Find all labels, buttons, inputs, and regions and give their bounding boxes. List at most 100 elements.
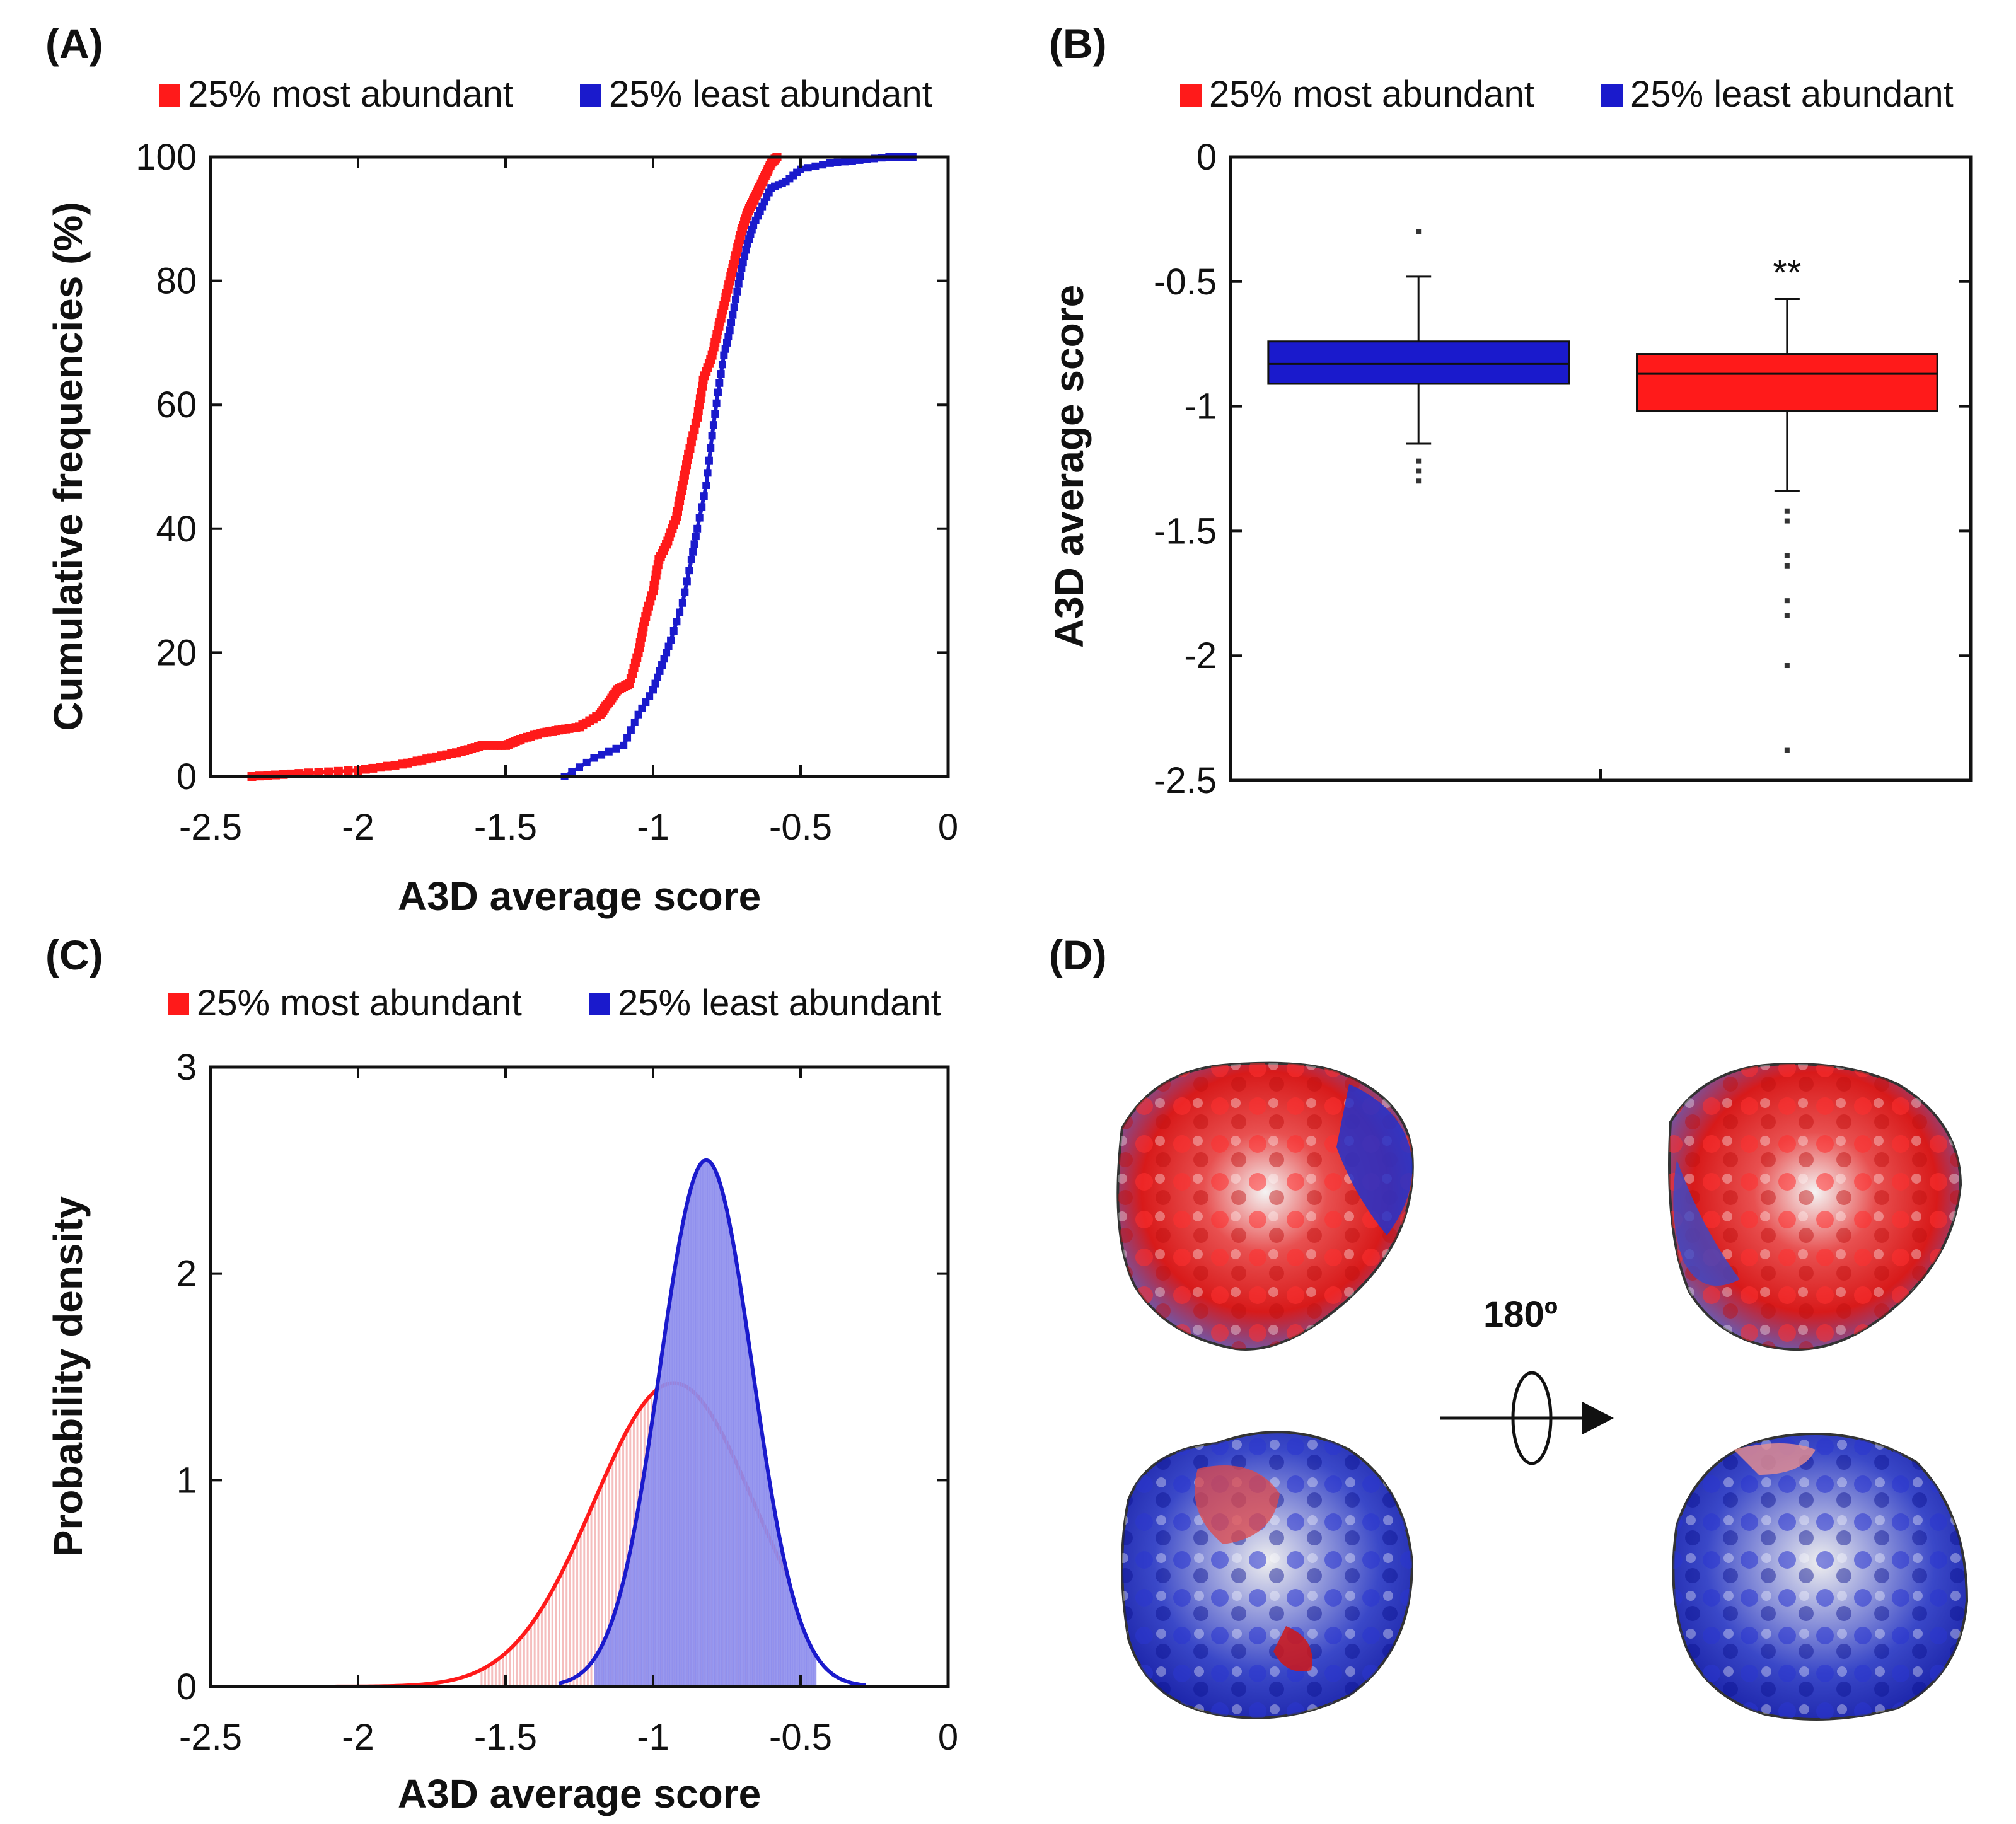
legend-label-least: 25% least abundant [1630,74,1954,115]
x-tick-label: -1 [637,807,669,848]
legend-label-most: 25% most abundant [188,74,513,115]
panel-b-ylabel: A3D average score [1046,285,1092,648]
outlier [1416,468,1422,474]
data-point [698,503,706,511]
box-most-abundant [1636,297,1938,753]
data-point [605,747,613,756]
panel-a-legend: 25% most abundant 25% least abundant [159,74,932,115]
outlier [1784,613,1790,618]
data-point [383,761,392,771]
data-point [833,158,842,166]
y-tick-label: 0 [177,1666,197,1707]
y-tick-label: 1 [177,1460,197,1501]
x-tick-label: -2.5 [179,1717,242,1758]
y-tick-label: 100 [136,137,197,178]
legend-label-most: 25% most abundant [1209,74,1534,115]
legend-swatch-most [159,84,180,107]
density-curve [558,1158,866,1687]
outlier [1784,518,1790,524]
data-point [726,326,734,335]
data-point [732,296,740,304]
y-tick-label: 0 [177,756,197,797]
data-point [707,444,715,453]
rotation-arrow: 180º [1440,1294,1614,1465]
panel-d: (D) 180º [1049,932,1969,1721]
outlier [1784,747,1790,753]
box-body [1267,340,1570,385]
outlier [1416,229,1422,234]
data-point [649,686,657,694]
data-point [705,456,713,465]
data-point [681,588,689,596]
box-body [1636,353,1938,413]
data-point [663,649,671,657]
outlier [1784,553,1790,558]
panel-a-ylabel: Cumulative frequencies (%) [45,202,91,730]
data-point [811,162,820,170]
outlier [1784,663,1790,669]
data-point [390,760,400,770]
data-point [324,767,333,776]
data-point [669,626,678,635]
y-tick-label: 80 [156,261,197,302]
data-point [651,679,659,688]
legend-swatch-most [168,993,189,1015]
data-point [683,577,691,586]
legend-swatch-most [1180,84,1202,107]
panel-c-axes: -2.5 -2 -1.5 -1 -0.5 0 0 1 2 3 [177,1047,958,1758]
data-point [714,388,722,396]
data-point [730,303,738,311]
y-tick-label: -2.5 [1154,760,1217,801]
panel-b-label: (B) [1049,20,1107,67]
y-tick-label: -1.5 [1154,511,1217,551]
panel-b-boxes [1267,229,1938,753]
x-tick-label: -1.5 [474,807,537,848]
panel-a-series [247,153,917,781]
series-least-abundant [558,1158,866,1687]
data-point [704,469,712,477]
legend-swatch-least [580,84,601,107]
panel-c-xlabel: A3D average score [398,1771,761,1816]
panel-c-label: (C) [45,932,103,978]
data-point [623,734,632,742]
y-tick-label: 2 [177,1254,197,1295]
y-tick-label: -2 [1184,635,1217,676]
data-point [826,159,834,167]
y-tick-label: 20 [156,632,197,673]
data-point [729,311,737,319]
data-point [590,754,598,762]
series-least-abundant [560,153,917,780]
y-tick-label: 0 [1196,137,1217,178]
data-point [738,264,746,272]
rotation-label: 180º [1483,1294,1558,1335]
data-point [676,608,684,616]
data-point [742,246,750,254]
data-point [576,763,583,771]
data-point [612,744,620,753]
panel-a-plot-frame [209,155,950,778]
legend-swatch-least [589,993,610,1015]
data-point [717,370,725,378]
outlier [1784,508,1790,514]
data-point [687,555,695,563]
data-point [724,333,733,341]
x-tick-label: -2.5 [179,807,242,848]
legend-label-least: 25% least abundant [618,983,941,1024]
data-point [660,655,668,663]
panel-a-xlabel: A3D average score [398,874,761,919]
data-point [709,421,717,429]
series-line [252,155,779,778]
data-point [855,156,864,164]
x-tick-label: -2 [342,807,374,848]
data-point [708,432,716,440]
panel-a: (A) 25% most abundant 25% least abundant… [45,20,958,919]
box-least-abundant [1267,229,1570,484]
data-point [741,252,749,260]
data-point [733,287,741,296]
panel-b: (B) 25% most abundant 25% least abundant… [1046,20,1973,801]
panel-a-axes: -2.5 -2 -1.5 -1 -0.5 0 0 20 40 60 80 100 [136,137,958,848]
data-point [368,763,378,773]
arrow-head [1582,1402,1614,1434]
data-point [658,661,666,669]
